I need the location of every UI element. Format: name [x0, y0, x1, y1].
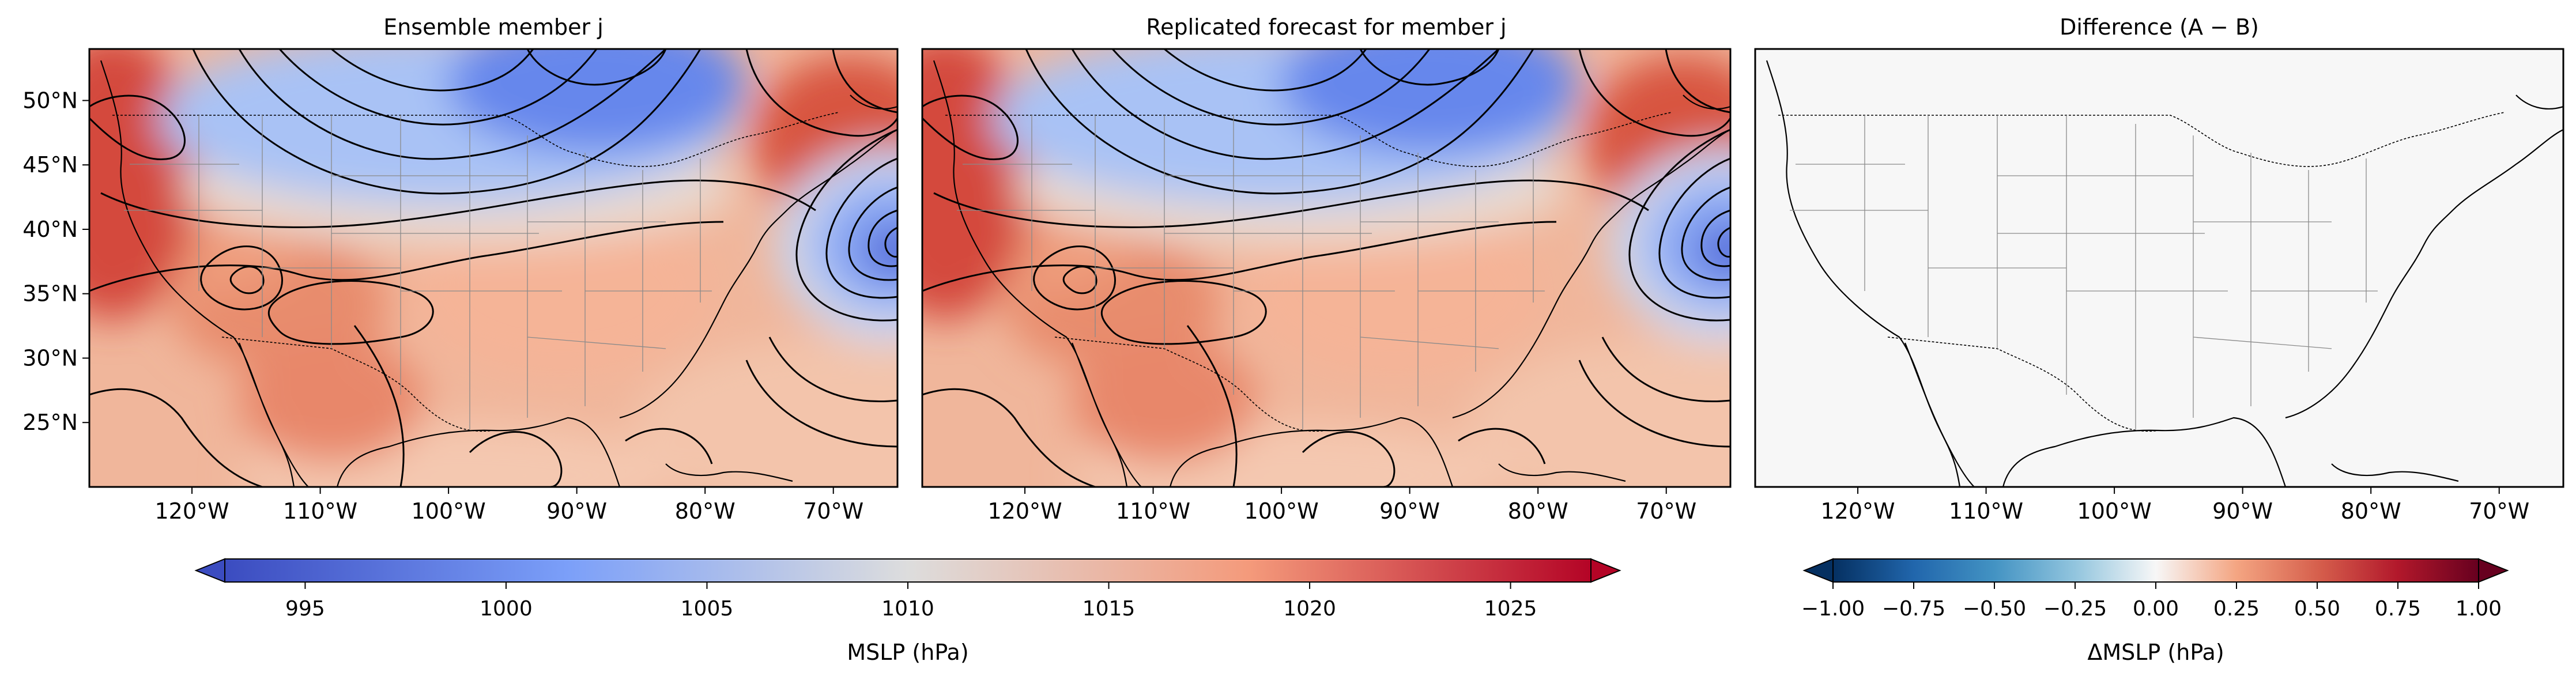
colorbar-tick-label: 1015 — [1083, 597, 1136, 621]
diff-colorbar-extend-max — [2478, 558, 2509, 583]
colorbar-tick-label: 0.75 — [2375, 597, 2421, 621]
mslp-colorbar-extend-max — [1590, 558, 1621, 583]
mslp-field-b — [859, 14, 1879, 527]
colorbar-tick-label: 0.50 — [2294, 597, 2340, 621]
colorbar-tick-label: 1020 — [1283, 597, 1336, 621]
colorbar-tick-label: 1005 — [681, 597, 734, 621]
mslp-colorbar-label: MSLP (hPa) — [847, 640, 968, 665]
y-tick-label: 35°N — [22, 281, 78, 307]
x-tick-label: 110°W — [1949, 498, 2023, 524]
colorbar-tick-label: 0.25 — [2213, 597, 2260, 621]
colorbar-tick-label: 1025 — [1484, 597, 1537, 621]
x-tick-label: 80°W — [1508, 498, 1568, 524]
x-tick-label: 100°W — [412, 498, 486, 524]
mslp-field-a — [26, 14, 1046, 527]
colorbar-tick-label: 1000 — [480, 597, 533, 621]
panel-title-a: Ensemble member j — [383, 14, 604, 40]
x-tick-label: 70°W — [803, 498, 863, 524]
colorbar-tick-label: 1.00 — [2456, 597, 2502, 621]
x-tick-label: 120°W — [1820, 498, 1895, 524]
x-tick-label: 110°W — [1116, 498, 1190, 524]
y-tick-label: 30°N — [22, 345, 78, 371]
colorbar-tick-label: 1010 — [881, 597, 934, 621]
diff-colorbar: −1.00 −0.75 −0.50 −0.25 0.00 0.25 0.50 0.75 1.00… — [1801, 558, 2509, 665]
x-tick-label: 90°W — [2212, 498, 2273, 524]
mslp-colorbar-bar — [224, 558, 1591, 583]
mslp-colorbar-ticks: 995 1000 1005 1010 1015 1020 1025 — [285, 582, 1537, 621]
panel-a-map — [26, 14, 1046, 527]
x-tick-label: 120°W — [154, 498, 229, 524]
x-tick-label: 100°W — [2077, 498, 2152, 524]
panel-b-frame — [921, 48, 1732, 488]
y-tick-label: 45°N — [22, 152, 78, 177]
diff-colorbar-bar — [1832, 558, 2479, 583]
panel-a-frame — [88, 48, 899, 488]
x-tick-label: 80°W — [675, 498, 736, 524]
y-axis-ticks: 25°N 30°N 35°N 40°N 45°N 50°N — [22, 88, 89, 435]
panel-c-frame — [1754, 48, 2564, 488]
x-tick-label: 100°W — [1244, 498, 1319, 524]
colorbar-tick-label: 0.00 — [2133, 597, 2179, 621]
panel-title-b: Replicated forecast for member j — [1146, 14, 1506, 40]
x-axis-ticks-b: 120°W 110°W 100°W 90°W 80°W 70°W — [987, 487, 1696, 524]
colorbar-tick-label: −0.25 — [2043, 597, 2107, 621]
x-axis-ticks-a: 120°W 110°W 100°W 90°W 80°W 70°W — [154, 487, 863, 524]
x-tick-label: 70°W — [2469, 498, 2529, 524]
diff-colorbar-ticks: −1.00 −0.75 −0.50 −0.25 0.00 0.25 0.50 0.75 1.00 — [1801, 582, 2502, 621]
diff-field-c — [1755, 49, 2563, 487]
x-tick-label: 90°W — [1379, 498, 1440, 524]
y-tick-label: 25°N — [22, 410, 78, 435]
colorbar-tick-label: −1.00 — [1801, 597, 1865, 621]
diff-colorbar-label: ΔMSLP (hPa) — [2087, 640, 2224, 665]
colorbar-tick-label: 995 — [285, 597, 325, 621]
x-tick-label: 110°W — [283, 498, 357, 524]
y-tick-label: 50°N — [22, 88, 78, 113]
colorbar-tick-label: −0.50 — [1963, 597, 2026, 621]
panel-c-map — [1755, 49, 2563, 487]
mslp-colorbar: 995 1000 1005 1010 1015 1020 1025 MSLP (hPa) — [194, 558, 1621, 665]
panel-title-c: Difference (A − B) — [2060, 14, 2259, 40]
x-tick-label: 90°W — [546, 498, 607, 524]
y-tick-label: 40°N — [22, 217, 78, 242]
panel-b-map — [859, 14, 1879, 527]
x-tick-label: 80°W — [2341, 498, 2401, 524]
x-tick-label: 70°W — [1636, 498, 1696, 524]
x-axis-ticks-c: 120°W 110°W 100°W 90°W 80°W 70°W — [1820, 487, 2529, 524]
colorbar-tick-label: −0.75 — [1882, 597, 1945, 621]
x-tick-label: 120°W — [987, 498, 1062, 524]
